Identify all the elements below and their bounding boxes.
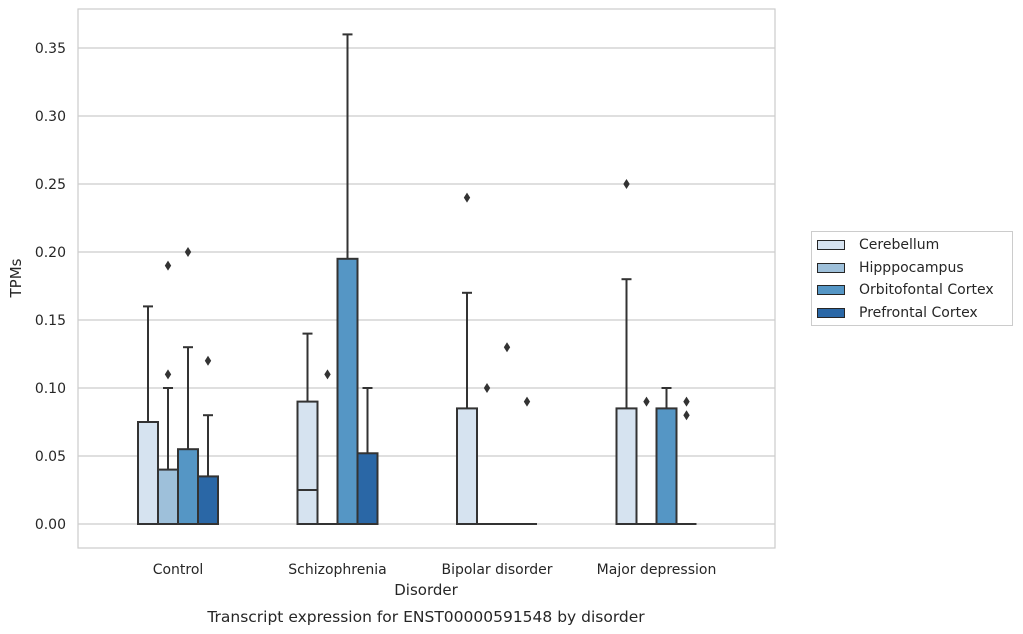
box-rect xyxy=(655,407,678,525)
y-tick-labels: 0.00 0.05 0.10 0.15 0.20 0.25 0.30 0.35 xyxy=(35,41,66,533)
outlier-point xyxy=(204,355,212,366)
box-rect xyxy=(336,257,359,525)
x-tick-label: Schizophrenia xyxy=(288,562,386,578)
box-rect xyxy=(296,400,319,526)
outlier-point xyxy=(623,179,630,189)
x-tick-label: Major depression xyxy=(597,562,717,578)
legend-swatch xyxy=(817,240,845,250)
legend-label: Orbitofontal Cortex xyxy=(859,282,994,298)
chart-caption: Transcript expression for ENST0000059154… xyxy=(206,608,645,626)
y-tick-label: 0.05 xyxy=(35,449,66,465)
outlier-point xyxy=(503,342,511,353)
outlier-point xyxy=(523,396,531,407)
y-tick-label: 0.30 xyxy=(35,109,66,125)
box-2-2 xyxy=(497,342,517,525)
legend-label: Cerebellum xyxy=(859,237,940,253)
box-2-3 xyxy=(655,387,678,525)
legend-item: Orbitofontal Cortex xyxy=(817,280,994,300)
box-rect xyxy=(456,407,478,525)
outlier-point xyxy=(324,369,331,380)
box-3-0 xyxy=(197,355,219,525)
box-rect xyxy=(356,452,379,525)
box-rect xyxy=(177,448,199,526)
legend: Cerebellum Hipppocampus Orbitofontal Corte… xyxy=(811,231,1013,326)
outlier-point xyxy=(164,260,172,271)
outlier-point xyxy=(683,396,690,407)
legend-swatch xyxy=(817,262,845,273)
y-tick-label: 0.00 xyxy=(35,517,66,533)
box-1-0 xyxy=(157,260,179,526)
legend-swatch xyxy=(817,307,845,318)
legend-item: Cerebellum xyxy=(817,235,939,255)
box-2-1 xyxy=(336,33,359,525)
box-0-1 xyxy=(296,332,319,526)
outlier-point xyxy=(463,192,471,203)
outlier-point xyxy=(483,383,491,393)
outlier-point xyxy=(683,410,690,421)
y-tick-label: 0.15 xyxy=(35,313,66,329)
box-0-3 xyxy=(615,179,638,525)
legend-item: Hipppocampus xyxy=(817,258,964,278)
legend-label: Prefrontal Cortex xyxy=(859,304,978,321)
box-rect xyxy=(197,475,219,525)
outlier-point xyxy=(184,247,192,257)
box-3-3 xyxy=(676,396,697,525)
box-1-2 xyxy=(477,383,497,525)
x-axis-label: Disorder xyxy=(394,581,458,599)
box-0-0 xyxy=(137,305,159,525)
box-0-2 xyxy=(456,192,478,525)
y-tick-label: 0.10 xyxy=(35,381,66,397)
legend-item: Prefrontal Cortex xyxy=(817,303,978,323)
y-axis-label: TPMs xyxy=(7,258,25,298)
box-rect xyxy=(137,421,159,525)
box-rect xyxy=(157,468,179,526)
y-tick-label: 0.20 xyxy=(35,245,66,261)
outlier-point xyxy=(164,369,172,380)
box-3-1 xyxy=(356,387,379,525)
plot-area-frame xyxy=(77,8,776,549)
boxes xyxy=(137,33,697,526)
box-3-2 xyxy=(517,396,537,525)
box-rect xyxy=(615,407,638,525)
legend-swatch xyxy=(817,285,845,295)
y-tick-label: 0.35 xyxy=(35,41,66,57)
box-1-3 xyxy=(636,396,657,525)
y-tick-label: 0.25 xyxy=(35,177,66,193)
outlier-point xyxy=(643,396,650,407)
x-tick-label: Bipolar disorder xyxy=(441,562,552,578)
box-2-0 xyxy=(177,247,199,526)
x-tick-label: Control xyxy=(153,562,204,578)
box-1-1 xyxy=(317,369,338,525)
legend-label: Hipppocampus xyxy=(859,259,964,276)
x-tick-labels: Control Schizophrenia Bipolar disorder Majo… xyxy=(153,562,717,578)
